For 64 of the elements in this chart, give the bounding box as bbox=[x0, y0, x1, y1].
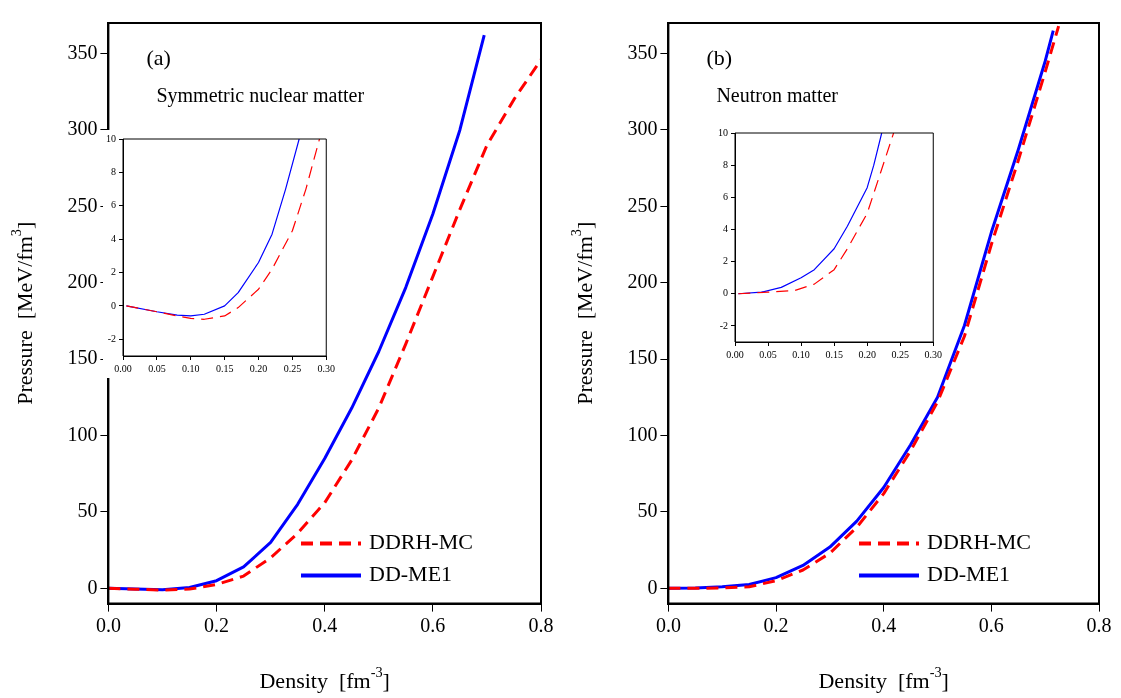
annotation: (a) bbox=[146, 44, 171, 70]
legend-label: DD-ME1 bbox=[927, 561, 1011, 587]
x-tick-label: 0.10 bbox=[182, 362, 200, 374]
y-tick-label: 200 bbox=[627, 269, 658, 292]
x-tick-label: 0.00 bbox=[726, 348, 744, 360]
y-tick-label: 6 bbox=[111, 199, 116, 211]
y-tick-label: 250 bbox=[627, 193, 658, 216]
y-tick-label: 250 bbox=[67, 193, 98, 216]
x-tick-label: 0.30 bbox=[317, 362, 335, 374]
x-tick-label: 0.15 bbox=[215, 362, 234, 374]
x-tick-label: 0.20 bbox=[249, 362, 268, 374]
x-tick-label: 0.20 bbox=[858, 348, 876, 360]
annotation: Neutron matter bbox=[716, 84, 839, 107]
x-tick-label: 0.00 bbox=[114, 362, 132, 374]
x-tick-label: 0.25 bbox=[891, 348, 909, 360]
y-tick-label: 2 bbox=[111, 266, 116, 278]
y-tick-label: 0 bbox=[87, 575, 98, 598]
y-tick-label: 4 bbox=[723, 223, 728, 235]
y-tick-label: 300 bbox=[67, 117, 98, 140]
x-tick-label: 0.05 bbox=[148, 362, 166, 374]
y-tick-label: 10 bbox=[718, 126, 728, 138]
x-tick-label: 0.10 bbox=[792, 348, 810, 360]
x-tick-label: 0.05 bbox=[759, 348, 777, 360]
y-tick-label: 200 bbox=[67, 269, 98, 292]
annotation: Symmetric nuclear matter bbox=[156, 84, 365, 108]
y-tick-label: 2 bbox=[723, 255, 728, 267]
y-tick-label: 350 bbox=[627, 40, 658, 63]
y-tick-label: 4 bbox=[111, 232, 116, 244]
x-tick-label: 0.8 bbox=[528, 613, 554, 636]
annotation: (b) bbox=[706, 44, 733, 70]
y-tick-label: 50 bbox=[77, 499, 98, 522]
y-tick-label: -2 bbox=[719, 319, 728, 331]
x-tick-label: 0.4 bbox=[871, 613, 897, 636]
y-tick-label: 350 bbox=[67, 40, 98, 63]
x-tick-label: 0.2 bbox=[204, 613, 230, 636]
x-tick-label: 0.15 bbox=[825, 348, 843, 360]
y-axis-title: Pressure [MeV/fm3] bbox=[8, 221, 37, 405]
x-tick-label: 0.4 bbox=[312, 613, 338, 636]
y-tick-label: 300 bbox=[627, 117, 658, 140]
x-tick-label: 0.30 bbox=[924, 348, 942, 360]
x-tick-label: 0.25 bbox=[283, 362, 302, 374]
legend-label: DDRH-MC bbox=[369, 529, 473, 555]
y-axis-title: Pressure [MeV/fm3] bbox=[568, 221, 597, 405]
y-tick-label: 100 bbox=[627, 422, 658, 445]
y-tick-label: 10 bbox=[106, 132, 116, 144]
legend-label: DD-ME1 bbox=[369, 561, 453, 587]
y-tick-label: 50 bbox=[637, 499, 658, 522]
x-tick-label: 0.8 bbox=[1086, 613, 1112, 636]
y-tick-label: 0 bbox=[647, 575, 658, 598]
x-tick-label: 0.0 bbox=[655, 613, 681, 636]
y-tick-label: -2 bbox=[107, 332, 116, 344]
y-tick-label: 6 bbox=[723, 190, 728, 202]
y-tick-label: 0 bbox=[723, 287, 728, 299]
y-tick-label: 150 bbox=[67, 346, 98, 369]
legend-label: DDRH-MC bbox=[927, 529, 1031, 555]
y-tick-label: 150 bbox=[627, 346, 658, 369]
y-tick-label: 0 bbox=[111, 299, 116, 311]
y-tick-label: 100 bbox=[67, 422, 98, 445]
x-tick-label: 0.0 bbox=[95, 613, 121, 636]
y-tick-label: 8 bbox=[111, 166, 116, 178]
x-tick-label: 0.6 bbox=[420, 613, 446, 636]
x-tick-label: 0.6 bbox=[978, 613, 1004, 636]
x-tick-label: 0.2 bbox=[763, 613, 789, 636]
y-tick-label: 8 bbox=[723, 158, 728, 170]
